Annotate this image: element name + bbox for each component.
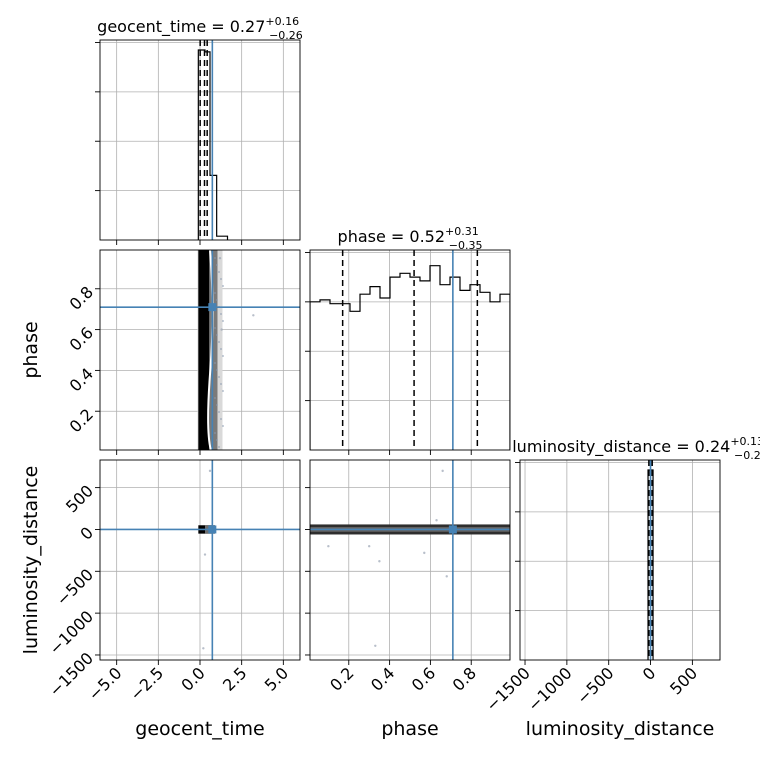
panel-frame [519, 459, 721, 661]
y-tick-label: 500 [62, 481, 97, 516]
x-tick-label: 0.6 [408, 663, 439, 694]
x-tick-label: −1500 [482, 663, 534, 715]
x-tick-label: −2.5 [126, 663, 167, 704]
y-tick-label: 0.2 [66, 405, 97, 436]
x-tick-label: −500 [573, 663, 618, 708]
sample-point [441, 469, 444, 473]
sample-point [220, 313, 222, 315]
hist-step-phase [310, 265, 510, 450]
x-tick-label: −5.0 [85, 663, 126, 704]
sample-point [214, 327, 216, 329]
x-tick-label: 0.0 [177, 663, 208, 694]
x-axis-label-geocent_time: geocent_time [135, 718, 264, 740]
sample-point [220, 278, 222, 280]
sample-point [216, 299, 218, 301]
x-axis-label-phase: phase [381, 718, 438, 740]
density-band-core [198, 250, 210, 450]
sample-point [216, 404, 218, 406]
x-tick-label: 0.2 [326, 663, 357, 694]
sample-point [222, 285, 224, 287]
sample-point [327, 544, 330, 548]
sample-point [218, 341, 220, 343]
y-tick-label: 0.6 [66, 323, 97, 354]
sample-point [423, 551, 426, 555]
density-region [197, 250, 255, 450]
hist-panel-phase: phase = 0.52+0.31 −0.35 [305, 225, 511, 451]
sample-point [216, 334, 218, 336]
sample-point [216, 439, 218, 441]
sample-point [222, 425, 224, 427]
panel-title-luminosity_distance: luminosity_distance = 0.24+0.13−0.21 [512, 435, 760, 462]
sample-point [435, 519, 438, 522]
hist-step-geocent_time [197, 49, 229, 240]
sample-point [216, 264, 218, 266]
x-tick-label: 0.4 [367, 663, 398, 694]
x-tick-label: 5.0 [261, 663, 292, 694]
y-axis-label-luminosity_distance: luminosity_distance [20, 466, 42, 655]
sample-point [214, 362, 216, 364]
panel-geocent_time-vs-luminosity_distance [99, 459, 301, 661]
density-region [310, 469, 510, 647]
sample-point [202, 647, 205, 650]
sample-point [214, 397, 216, 399]
sample-point [220, 418, 222, 420]
sample-point [214, 257, 216, 259]
x-tick-label: 0 [639, 663, 660, 684]
hist-panel-geocent_time: geocent_time = 0.27+0.16 −0.26 [95, 15, 303, 241]
panel-phase-vs-luminosity_distance [309, 459, 511, 661]
sample-point [216, 369, 218, 371]
sample-point [222, 320, 224, 322]
panel-frame [309, 459, 511, 661]
panel-frame [309, 249, 511, 451]
sample-point [367, 544, 371, 548]
y-axis-label-phase: phase [20, 321, 42, 378]
sample-point [378, 560, 381, 563]
y-tick-label: 0 [76, 523, 97, 544]
sample-point [218, 376, 220, 378]
truth-marker [208, 303, 217, 312]
sample-point [220, 348, 222, 350]
sample-point [374, 644, 377, 647]
y-tick-label: −1000 [45, 607, 97, 659]
sample-point [214, 432, 216, 434]
x-tick-label: 0.8 [449, 663, 480, 694]
panel-title-geocent_time: geocent_time = 0.27+0.16 −0.26 [97, 15, 303, 42]
sample-point [203, 553, 207, 556]
hist-panel-luminosity_distance: luminosity_distance = 0.24+0.13−0.21 [512, 435, 760, 661]
x-tick-label: 500 [666, 663, 701, 698]
x-axis-label-luminosity_distance: luminosity_distance [526, 718, 715, 740]
y-tick-label: −500 [53, 565, 98, 610]
sample-point [214, 292, 216, 294]
sample-point [218, 446, 220, 448]
x-tick-label: 2.5 [219, 663, 250, 694]
truth-marker [448, 525, 457, 534]
sample-point [218, 256, 222, 260]
sample-point [222, 390, 224, 392]
x-tick-label: −1000 [524, 663, 576, 715]
sample-point [220, 328, 223, 331]
sample-point [218, 411, 220, 413]
y-tick-label: 0.8 [66, 282, 97, 313]
panel-geocent_time-vs-phase [99, 249, 301, 451]
sample-point [252, 314, 255, 317]
truth-marker [208, 525, 217, 534]
sample-point [220, 383, 222, 385]
y-tick-label: 0.4 [66, 364, 97, 395]
sample-point [445, 575, 448, 578]
sample-point [208, 469, 212, 473]
sample-point [222, 355, 224, 357]
sample-point [218, 271, 220, 273]
panel-title-phase: phase = 0.52+0.31 −0.35 [338, 225, 483, 252]
